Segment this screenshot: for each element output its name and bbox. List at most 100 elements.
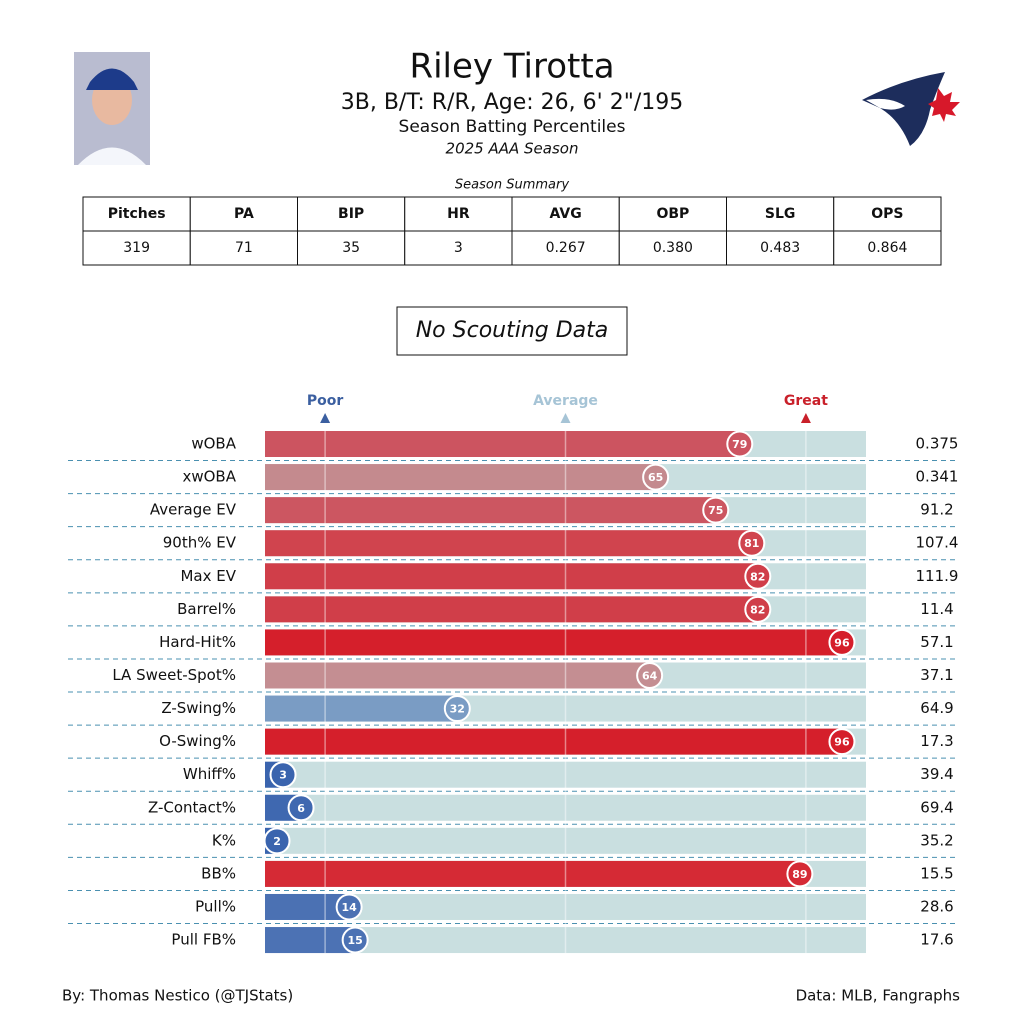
cell-text: 319 (123, 240, 150, 256)
bar (265, 530, 752, 557)
source: Data: MLB, Fangraphs (796, 987, 961, 1005)
cell-text: 0.483 (760, 240, 800, 256)
track (265, 893, 866, 920)
percentile-label: 96 (834, 636, 850, 649)
player-name: Riley Tirotta (409, 47, 614, 87)
cell-text: 35 (342, 240, 360, 256)
summary-table: Pitches PA BIP HR AVG OBP SLG OPS 319 71 35 3 0.267 0… (82, 196, 942, 266)
cell-text: 0.864 (867, 240, 907, 256)
percentile-dot (269, 761, 297, 789)
stat-value: 37.1 (920, 666, 953, 684)
header-cell (297, 196, 406, 232)
column-header: SLG (765, 206, 796, 222)
percentile-label: 75 (708, 504, 723, 517)
metric-label: O-Swing% (159, 732, 236, 750)
bar (265, 695, 458, 722)
cell (511, 230, 620, 266)
stat-value: 64.9 (920, 699, 953, 717)
metric-label: xwOBA (182, 468, 236, 486)
cell-text: 3 (454, 240, 463, 256)
stat-value: 11.4 (920, 600, 953, 618)
player-info: 3B, B/T: R/R, Age: 26, 6' 2"/195 (341, 90, 683, 115)
bar (265, 563, 758, 590)
bar (265, 728, 842, 755)
stat-value: 57.1 (920, 633, 953, 651)
column-header: OBP (656, 206, 689, 222)
metric-label: LA Sweet-Spot% (112, 666, 236, 684)
percentile-dot (744, 595, 772, 623)
metric-label: Barrel% (177, 600, 236, 618)
track (265, 794, 866, 821)
percentile-dot (335, 893, 363, 921)
stat-value: 0.375 (916, 435, 959, 453)
cell-text: 71 (235, 240, 253, 256)
percentile-label: 32 (450, 703, 465, 716)
percentile-dot (828, 628, 856, 656)
percentile-label: 6 (297, 802, 305, 815)
bar (265, 431, 740, 457)
percentile-label: 82 (750, 603, 765, 616)
metric-label: Z-Swing% (161, 699, 236, 717)
percentile-dot (341, 926, 369, 954)
cell (189, 230, 298, 266)
metric-label: Average EV (150, 501, 237, 519)
column-header: HR (447, 206, 470, 222)
stat-value: 69.4 (920, 798, 953, 816)
percentile-dot (287, 794, 315, 822)
percentile-dot (828, 728, 856, 756)
metric-label: Pull FB% (171, 931, 236, 949)
season: 2025 AAA Season (446, 140, 579, 158)
subtitle: Season Batting Percentiles (399, 117, 626, 137)
player-photo (74, 52, 150, 165)
metric-label: wOBA (191, 435, 236, 453)
track (265, 827, 866, 854)
column-header: PA (234, 206, 254, 222)
metric-label: K% (212, 831, 236, 849)
bar (265, 927, 356, 954)
metric-label: Z-Contact% (148, 798, 236, 816)
percentile-label: 96 (834, 736, 850, 749)
metric-label: Whiff% (183, 765, 236, 783)
cell (618, 230, 727, 266)
metric-label: 90th% EV (163, 534, 237, 552)
metric-label: Max EV (180, 567, 236, 585)
cell-text: 0.267 (546, 240, 586, 256)
percentile-label: 65 (648, 471, 663, 484)
stat-value: 17.3 (920, 732, 953, 750)
note-box (396, 306, 628, 356)
percentile-dot (443, 695, 471, 723)
cell (297, 230, 406, 266)
header-cell (404, 196, 513, 232)
team-logo (862, 72, 960, 146)
track (265, 761, 866, 788)
percentile-label: 89 (792, 868, 807, 881)
cell (404, 230, 513, 266)
table-title: Season Summary (455, 178, 569, 193)
percentile-dot (642, 463, 670, 491)
bar (265, 596, 758, 623)
percentile-dot (744, 562, 772, 590)
percentile-dot (702, 496, 730, 524)
stat-value: 15.5 (920, 864, 953, 882)
metric-label: BB% (201, 864, 236, 882)
bar (265, 860, 800, 887)
percentile-label: 64 (642, 669, 658, 682)
stat-value: 28.6 (920, 897, 953, 915)
percentile-label: 79 (732, 438, 747, 451)
reference-marker (320, 413, 331, 423)
bar (265, 464, 656, 491)
percentile-dot (726, 430, 754, 458)
column-header: BIP (338, 206, 364, 222)
percentile-dot (738, 529, 766, 557)
column-header: OPS (871, 206, 903, 222)
stat-value: 35.2 (920, 831, 953, 849)
bar (265, 893, 350, 920)
cell-text: 0.380 (653, 240, 693, 256)
stat-value: 17.6 (920, 931, 953, 949)
note: No Scouting Data (416, 318, 609, 343)
header-cell (189, 196, 298, 232)
stat-value: 107.4 (916, 534, 959, 552)
column-header: Pitches (108, 206, 166, 222)
bar (265, 662, 650, 689)
